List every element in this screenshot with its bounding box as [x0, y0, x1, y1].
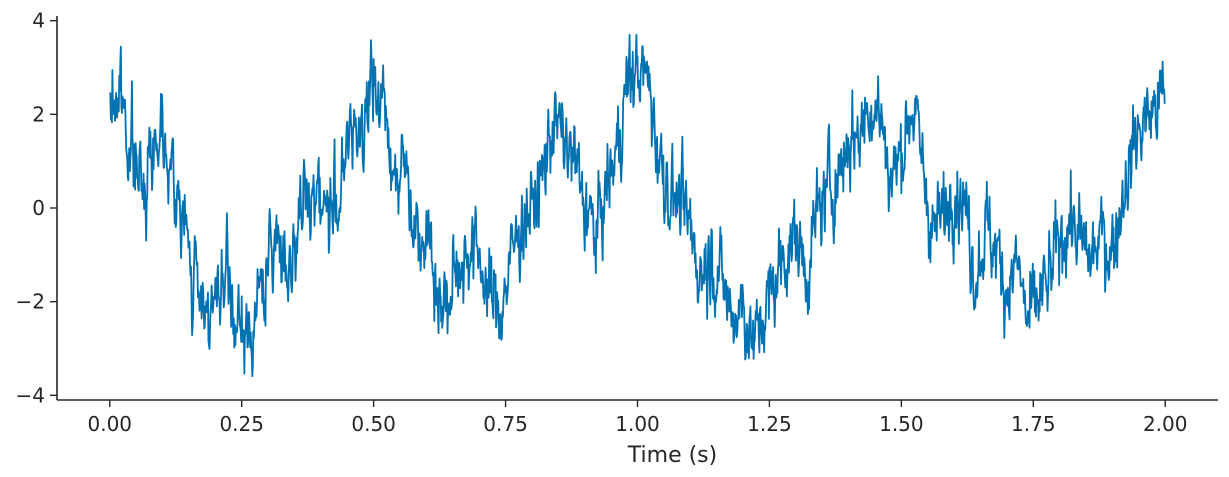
- x-tick-label: 2.00: [1143, 412, 1188, 436]
- x-tick-label: 0.75: [483, 412, 528, 436]
- x-tick-label: 0.50: [351, 412, 396, 436]
- x-axis-ticks: 0.00 0.25 0.50 0.75 1.00 1.25 1.50 1.75 2.00: [88, 400, 1188, 436]
- y-tick-label: −2: [16, 290, 45, 314]
- y-tick-label: 0: [32, 196, 45, 220]
- y-tick-label: −4: [16, 383, 45, 407]
- signal-line-series: [109, 33, 1166, 378]
- x-axis-title: Time (s): [627, 443, 717, 468]
- x-tick-label: 1.00: [615, 412, 660, 436]
- x-tick-label: 1.75: [1011, 412, 1056, 436]
- y-axis-ticks: −4 −2 0 2 4: [16, 9, 57, 407]
- y-tick-label: 2: [32, 102, 45, 126]
- x-tick-label: 0.25: [219, 412, 264, 436]
- y-tick-label: 4: [32, 9, 45, 33]
- x-tick-label: 1.25: [747, 412, 792, 436]
- x-tick-label: 1.50: [879, 412, 924, 436]
- x-tick-label: 0.00: [88, 412, 133, 436]
